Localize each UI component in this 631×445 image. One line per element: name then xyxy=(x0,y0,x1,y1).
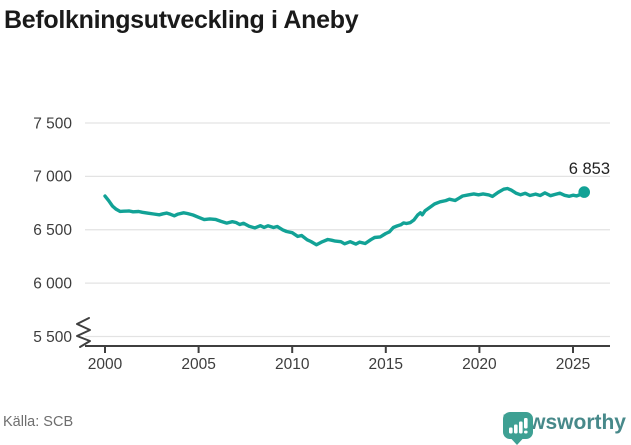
y-tick-label: 7 500 xyxy=(33,115,72,132)
x-tick-label: 2005 xyxy=(181,356,215,373)
y-tick-label: 6 000 xyxy=(33,275,72,292)
newsworthy-logo[interactable]: Newsworthy xyxy=(502,411,626,445)
chart-title: Befolkningsutveckling i Aneby xyxy=(4,6,359,34)
exclamation-bar xyxy=(524,418,528,429)
series-end-dot xyxy=(578,186,590,198)
bar-small xyxy=(509,427,513,434)
y-axis-break-icon xyxy=(76,317,91,348)
x-tick-label: 2010 xyxy=(275,356,310,373)
x-tick-label: 2000 xyxy=(88,356,123,373)
y-axis-labels: 7 500 7 000 6 500 6 000 5 500 xyxy=(33,115,72,345)
x-tick-label: 2020 xyxy=(462,356,497,373)
speech-bubble-shape xyxy=(503,412,534,445)
bar-medium xyxy=(514,424,518,434)
y-tick-label: 5 500 xyxy=(33,329,72,346)
exclamation-dot xyxy=(524,430,528,434)
bar-tall xyxy=(519,421,523,434)
y-tick-label: 6 500 xyxy=(33,222,72,239)
x-tick-label: 2015 xyxy=(369,356,403,373)
x-tick-label: 2025 xyxy=(556,356,590,373)
series-end-value-label: 6 853 xyxy=(569,160,610,178)
x-axis-ticks xyxy=(104,346,574,353)
newsworthy-icon xyxy=(503,412,534,445)
source-label: Källa: SCB xyxy=(3,414,74,430)
gridlines xyxy=(85,122,610,338)
population-series-line xyxy=(103,186,586,247)
y-tick-label: 7 000 xyxy=(33,169,72,186)
x-axis-labels: 2000 2005 2010 2015 2020 2025 xyxy=(88,356,590,373)
